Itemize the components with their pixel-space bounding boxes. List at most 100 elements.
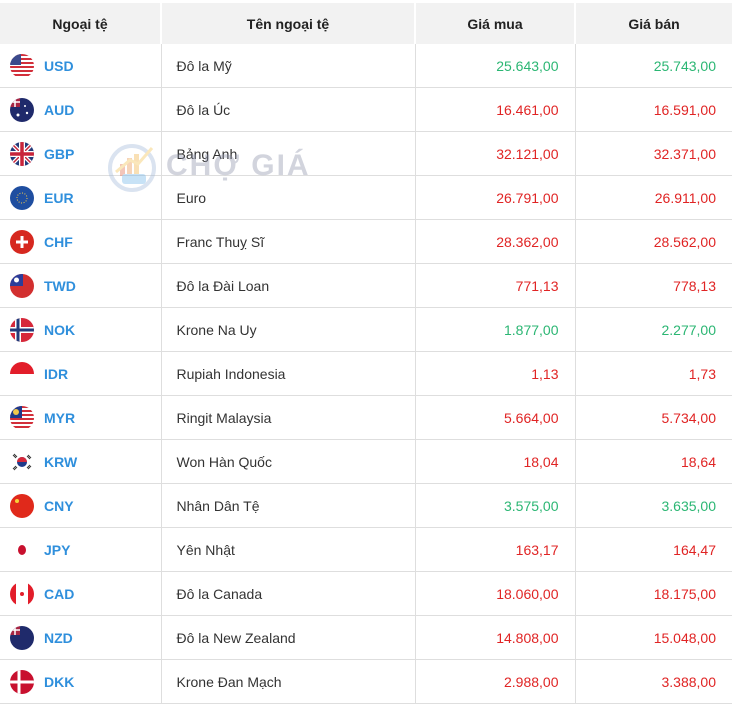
sell-price: 15.048,00 — [575, 615, 732, 660]
currency-code-link[interactable]: GBP — [44, 145, 75, 162]
table-row: KRW Won Hàn Quốc 18,04 18,64 — [0, 439, 732, 484]
header-currency: Ngoại tệ — [0, 3, 162, 44]
my-flag-icon — [10, 405, 34, 430]
currency-code-link[interactable]: CAD — [44, 585, 75, 602]
gb-flag-icon — [10, 141, 34, 166]
currency-name: Yên Nhật — [161, 527, 416, 572]
currency-cell: TWD — [0, 263, 162, 308]
currency-name: Đô la Úc — [161, 87, 416, 132]
currency-name: Đô la Đài Loan — [161, 263, 416, 308]
buy-price: 163,17 — [415, 527, 576, 572]
table-row: USD Đô la Mỹ 25.643,00 25.743,00 — [0, 44, 732, 88]
currency-code-link[interactable]: AUD — [44, 101, 75, 118]
currency-name: Nhân Dân Tệ — [161, 483, 416, 528]
id-flag-icon — [10, 361, 34, 386]
sell-price: 28.562,00 — [575, 219, 732, 264]
ca-flag-icon — [10, 581, 34, 606]
currency-cell: USD — [0, 44, 162, 88]
currency-code-link[interactable]: USD — [44, 57, 74, 74]
currency-name: Won Hàn Quốc — [161, 439, 416, 484]
us-flag-icon — [10, 53, 34, 78]
top-gap — [0, 0, 732, 3]
currency-code-link[interactable]: CHF — [44, 233, 73, 250]
currency-name: Đô la New Zealand — [161, 615, 416, 660]
buy-price: 14.808,00 — [415, 615, 576, 660]
currency-cell: IDR — [0, 351, 162, 396]
buy-price: 1.877,00 — [415, 307, 576, 352]
header-sell: Giá bán — [575, 3, 732, 44]
sell-price: 164,47 — [575, 527, 732, 572]
currency-cell: DKK — [0, 659, 162, 704]
currency-code-link[interactable]: DKK — [44, 673, 75, 690]
currency-name: Đô la Canada — [161, 571, 416, 616]
table-row: NOK Krone Na Uy 1.877,00 2.277,00 — [0, 307, 732, 352]
sell-price: 26.911,00 — [575, 175, 732, 220]
sell-price: 3.388,00 — [575, 659, 732, 704]
currency-cell: MYR — [0, 395, 162, 440]
dk-flag-icon — [10, 669, 34, 694]
currency-code-link[interactable]: NOK — [44, 321, 76, 338]
table-row: IDR Rupiah Indonesia 1,13 1,73 — [0, 351, 732, 396]
currency-cell: KRW — [0, 439, 162, 484]
table-row: JPY Yên Nhật 163,17 164,47 — [0, 527, 732, 572]
sell-price: 1,73 — [575, 351, 732, 396]
table-row: TWD Đô la Đài Loan 771,13 778,13 — [0, 263, 732, 308]
jp-flag-icon — [10, 537, 34, 562]
table-row: CNY Nhân Dân Tệ 3.575,00 3.635,00 — [0, 483, 732, 528]
currency-cell: CHF — [0, 219, 162, 264]
currency-code-link[interactable]: NZD — [44, 629, 73, 646]
nz-flag-icon — [10, 625, 34, 650]
currency-cell: NZD — [0, 615, 162, 660]
buy-price: 771,13 — [415, 263, 576, 308]
buy-price: 5.664,00 — [415, 395, 576, 440]
buy-price: 18.060,00 — [415, 571, 576, 616]
currency-cell: JPY — [0, 527, 162, 572]
currency-code-link[interactable]: MYR — [44, 409, 76, 426]
sell-price: 18,64 — [575, 439, 732, 484]
table-row: CAD Đô la Canada 18.060,00 18.175,00 — [0, 571, 732, 616]
cn-flag-icon — [10, 493, 34, 518]
currency-code-link[interactable]: KRW — [44, 453, 78, 470]
table-row: GBP Bảng Anh 32.121,00 32.371,00 — [0, 131, 732, 176]
currency-name: Bảng Anh — [161, 131, 416, 176]
buy-price: 16.461,00 — [415, 87, 576, 132]
currency-code-link[interactable]: TWD — [44, 277, 76, 294]
sell-price: 778,13 — [575, 263, 732, 308]
currency-code-link[interactable]: EUR — [44, 189, 74, 206]
buy-price: 26.791,00 — [415, 175, 576, 220]
header-name: Tên ngoại tệ — [161, 3, 416, 44]
sell-price: 16.591,00 — [575, 87, 732, 132]
currency-code-link[interactable]: IDR — [44, 365, 69, 382]
buy-price: 2.988,00 — [415, 659, 576, 704]
currency-code-link[interactable]: JPY — [44, 541, 71, 558]
sell-price: 18.175,00 — [575, 571, 732, 616]
currency-code-link[interactable]: CNY — [44, 497, 74, 514]
currency-cell: AUD — [0, 87, 162, 132]
table-row: CHF Franc Thuỵ Sĩ 28.362,00 28.562,00 — [0, 219, 732, 264]
header-buy: Giá mua — [415, 3, 576, 44]
sell-price: 5.734,00 — [575, 395, 732, 440]
buy-price: 32.121,00 — [415, 131, 576, 176]
currency-cell: EUR — [0, 175, 162, 220]
buy-price: 25.643,00 — [415, 44, 576, 88]
table-row: EUR Euro 26.791,00 26.911,00 — [0, 175, 732, 220]
exchange-rate-table: Ngoại tệ Tên ngoại tệ Giá mua Giá bán US… — [0, 3, 732, 704]
currency-cell: CNY — [0, 483, 162, 528]
sell-price: 3.635,00 — [575, 483, 732, 528]
currency-name: Krone Na Uy — [161, 307, 416, 352]
au-flag-icon — [10, 97, 34, 122]
currency-name: Ringit Malaysia — [161, 395, 416, 440]
currency-name: Đô la Mỹ — [161, 44, 416, 88]
currency-cell: GBP — [0, 131, 162, 176]
sell-price: 32.371,00 — [575, 131, 732, 176]
table-header-row: Ngoại tệ Tên ngoại tệ Giá mua Giá bán — [0, 3, 732, 44]
table-row: DKK Krone Đan Mạch 2.988,00 3.388,00 — [0, 659, 732, 704]
buy-price: 28.362,00 — [415, 219, 576, 264]
buy-price: 18,04 — [415, 439, 576, 484]
currency-cell: NOK — [0, 307, 162, 352]
currency-name: Franc Thuỵ Sĩ — [161, 219, 416, 264]
buy-price: 3.575,00 — [415, 483, 576, 528]
currency-cell: CAD — [0, 571, 162, 616]
table-row: NZD Đô la New Zealand 14.808,00 15.048,00 — [0, 615, 732, 660]
currency-name: Rupiah Indonesia — [161, 351, 416, 396]
